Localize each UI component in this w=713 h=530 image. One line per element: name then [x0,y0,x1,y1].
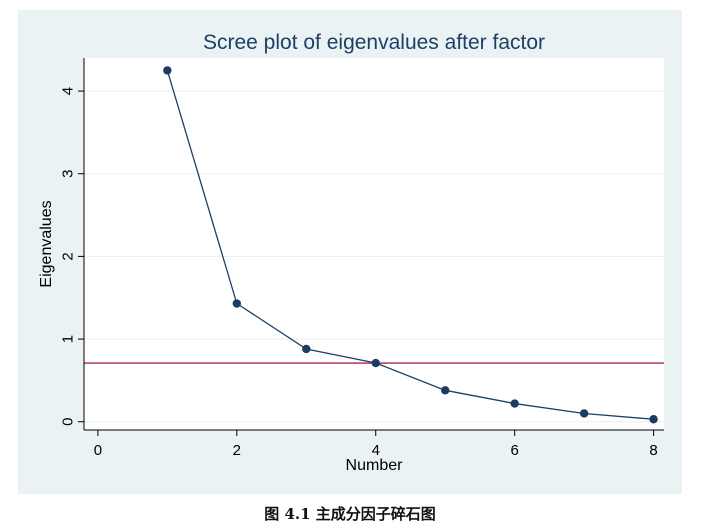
grid-lines [84,90,664,423]
x-tick-label: 2 [233,442,241,459]
scree-plot: 0 2 4 6 8 0 1 2 3 4 Scree plot of eigenvalues aft… [38,31,664,474]
data-point [440,386,450,395]
data-point [163,66,172,75]
data-point [371,358,380,368]
series-line [166,70,654,420]
figure-panel: 0 2 4 6 8 0 1 2 3 4 Scree plot of eigenvalues aft… [18,10,682,494]
y-tick-label: 2 [60,252,77,260]
y-axis-label: Eigenvalues [38,200,55,287]
x-tick-label: 6 [510,442,518,459]
data-point [579,409,589,418]
figure-caption: 图 4.1 主成分因子碎石图 [264,505,436,523]
y-tick-label: 1 [60,335,77,343]
x-tick-label: 8 [649,442,657,459]
tick-labels: 0 2 4 6 8 0 1 2 3 4 [60,87,658,459]
x-tick-label: 0 [94,442,102,459]
plot-area [84,58,664,430]
data-point [510,399,519,408]
y-tick-label: 3 [60,170,77,178]
chart-title: Scree plot of eigenvalues after factor [203,31,545,54]
y-tick-label: 0 [60,418,77,426]
y-tick-label: 4 [60,87,77,95]
data-points [163,66,658,424]
x-axis-label: Number [346,457,404,474]
data-point [232,299,242,308]
data-point [649,415,658,424]
data-point [302,344,311,354]
x-tick-label: 4 [372,442,380,459]
axes [78,58,664,436]
